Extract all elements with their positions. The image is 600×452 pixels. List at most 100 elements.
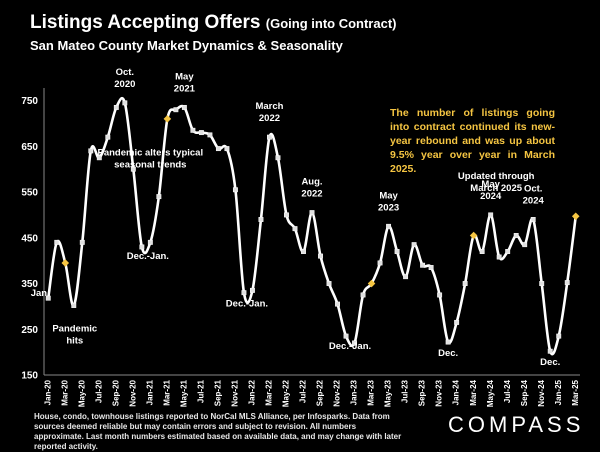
x-tick-label: Jan-20 — [43, 379, 52, 405]
annotation-label: Pandemic alters typical — [97, 148, 203, 159]
annotation-label: Oct. — [116, 67, 134, 78]
x-tick-label: Mar-22 — [265, 379, 274, 405]
data-point — [530, 217, 536, 222]
x-tick-label: Jul-23 — [401, 379, 410, 403]
annotation-label: Pandemic — [52, 323, 97, 334]
x-tick-label: Jul-20 — [94, 379, 103, 403]
data-point — [556, 333, 562, 339]
annotation-label: March — [255, 101, 283, 112]
data-point — [326, 281, 332, 286]
data-point — [284, 212, 289, 218]
data-point — [156, 194, 162, 200]
annotation-label: Dec.-Jan. — [226, 299, 268, 310]
annotation-label: Updated through — [458, 171, 535, 182]
data-point — [301, 249, 306, 254]
annotation-label: 2023 — [378, 202, 399, 213]
x-tick-label: May-24 — [486, 379, 495, 407]
annotation-label: 2020 — [114, 79, 135, 90]
y-tick-label: 750 — [21, 96, 38, 107]
x-tick-label: Jul-21 — [197, 379, 206, 403]
data-point — [462, 281, 468, 286]
data-point — [173, 107, 179, 113]
x-tick-label: Nov-23 — [435, 379, 444, 406]
data-point — [394, 249, 400, 254]
x-tick-label: Nov-24 — [537, 379, 546, 406]
data-point — [437, 292, 443, 298]
data-point — [258, 217, 264, 222]
data-point — [505, 249, 511, 254]
y-tick-label: 150 — [21, 371, 38, 382]
data-point — [411, 242, 417, 248]
x-tick-label: Sep-23 — [418, 379, 427, 406]
data-point — [275, 155, 281, 161]
chart-title-main: Listings Accepting Offers — [30, 12, 261, 33]
compass-logo: COMPASS — [448, 412, 585, 437]
annotation-label: May — [481, 179, 500, 190]
data-point — [292, 226, 298, 232]
data-point — [139, 244, 145, 250]
chart-title: Listings Accepting Offers (Going into Co… — [30, 12, 396, 34]
annotation-label: May — [379, 190, 398, 201]
data-point — [454, 319, 460, 325]
data-point — [54, 239, 60, 245]
x-tick-label: Jul-24 — [503, 379, 512, 403]
data-point — [96, 155, 102, 161]
x-tick-label: Jan-23 — [350, 379, 359, 405]
highlight-point — [469, 231, 478, 240]
chart-subtitle: San Mateo County Market Dynamics & Seaso… — [30, 38, 343, 53]
annotation-label: Dec.-Jan. — [127, 251, 169, 262]
x-tick-label: Nov-21 — [231, 379, 240, 406]
y-tick-label: 550 — [21, 188, 38, 199]
x-tick-label: Mar-24 — [469, 379, 478, 405]
x-tick-label: Jan-21 — [145, 379, 154, 405]
x-tick-label: Jan-25 — [554, 379, 563, 405]
x-tick-label: Sep-24 — [520, 379, 529, 406]
chart-title-paren: (Going into Contract) — [265, 16, 397, 31]
data-point — [403, 274, 409, 280]
data-point — [241, 290, 247, 296]
x-tick-label: Sep-20 — [111, 379, 120, 406]
annotation-label: Dec.-Jan. — [329, 341, 371, 352]
annotation-label: 2024 — [480, 191, 502, 202]
annotation-label: Dec. — [540, 357, 560, 368]
data-point — [428, 265, 434, 270]
data-point — [249, 287, 255, 293]
data-point — [122, 100, 128, 106]
y-tick-label: 350 — [21, 279, 38, 290]
x-tick-label: May-23 — [384, 379, 393, 407]
data-point — [79, 239, 85, 245]
data-point — [224, 146, 230, 152]
data-point — [207, 132, 213, 138]
data-point — [343, 333, 349, 339]
data-point — [564, 280, 570, 286]
x-tick-label: Jan-22 — [248, 379, 257, 405]
data-point — [335, 301, 340, 307]
x-tick-label: Mar-21 — [162, 379, 171, 405]
x-tick-label: May-22 — [282, 379, 291, 407]
data-point — [105, 134, 111, 140]
data-point — [215, 146, 221, 152]
data-point — [513, 233, 519, 238]
x-tick-label: Sep-22 — [316, 379, 325, 406]
x-tick-label: May-21 — [179, 379, 188, 407]
data-point — [147, 239, 153, 245]
data-point — [318, 253, 323, 259]
annotation-label: 2022 — [259, 113, 280, 124]
highlight-point — [61, 259, 70, 267]
annotation-label: hits — [66, 335, 83, 346]
data-point — [45, 295, 51, 301]
y-tick-label: 450 — [21, 233, 38, 244]
data-point — [309, 210, 315, 216]
annotation-label: 2021 — [174, 83, 196, 94]
data-point — [198, 130, 204, 136]
x-tick-label: May-20 — [77, 379, 86, 407]
highlight-point — [571, 212, 580, 221]
footer-note: House, condo, townhouse listings reporte… — [34, 412, 402, 451]
series-line — [46, 96, 578, 356]
highlight-point — [367, 279, 376, 288]
data-point — [547, 348, 553, 354]
annotation-label: March 2025 — [470, 183, 522, 194]
data-point — [522, 242, 528, 248]
data-point — [386, 223, 392, 229]
